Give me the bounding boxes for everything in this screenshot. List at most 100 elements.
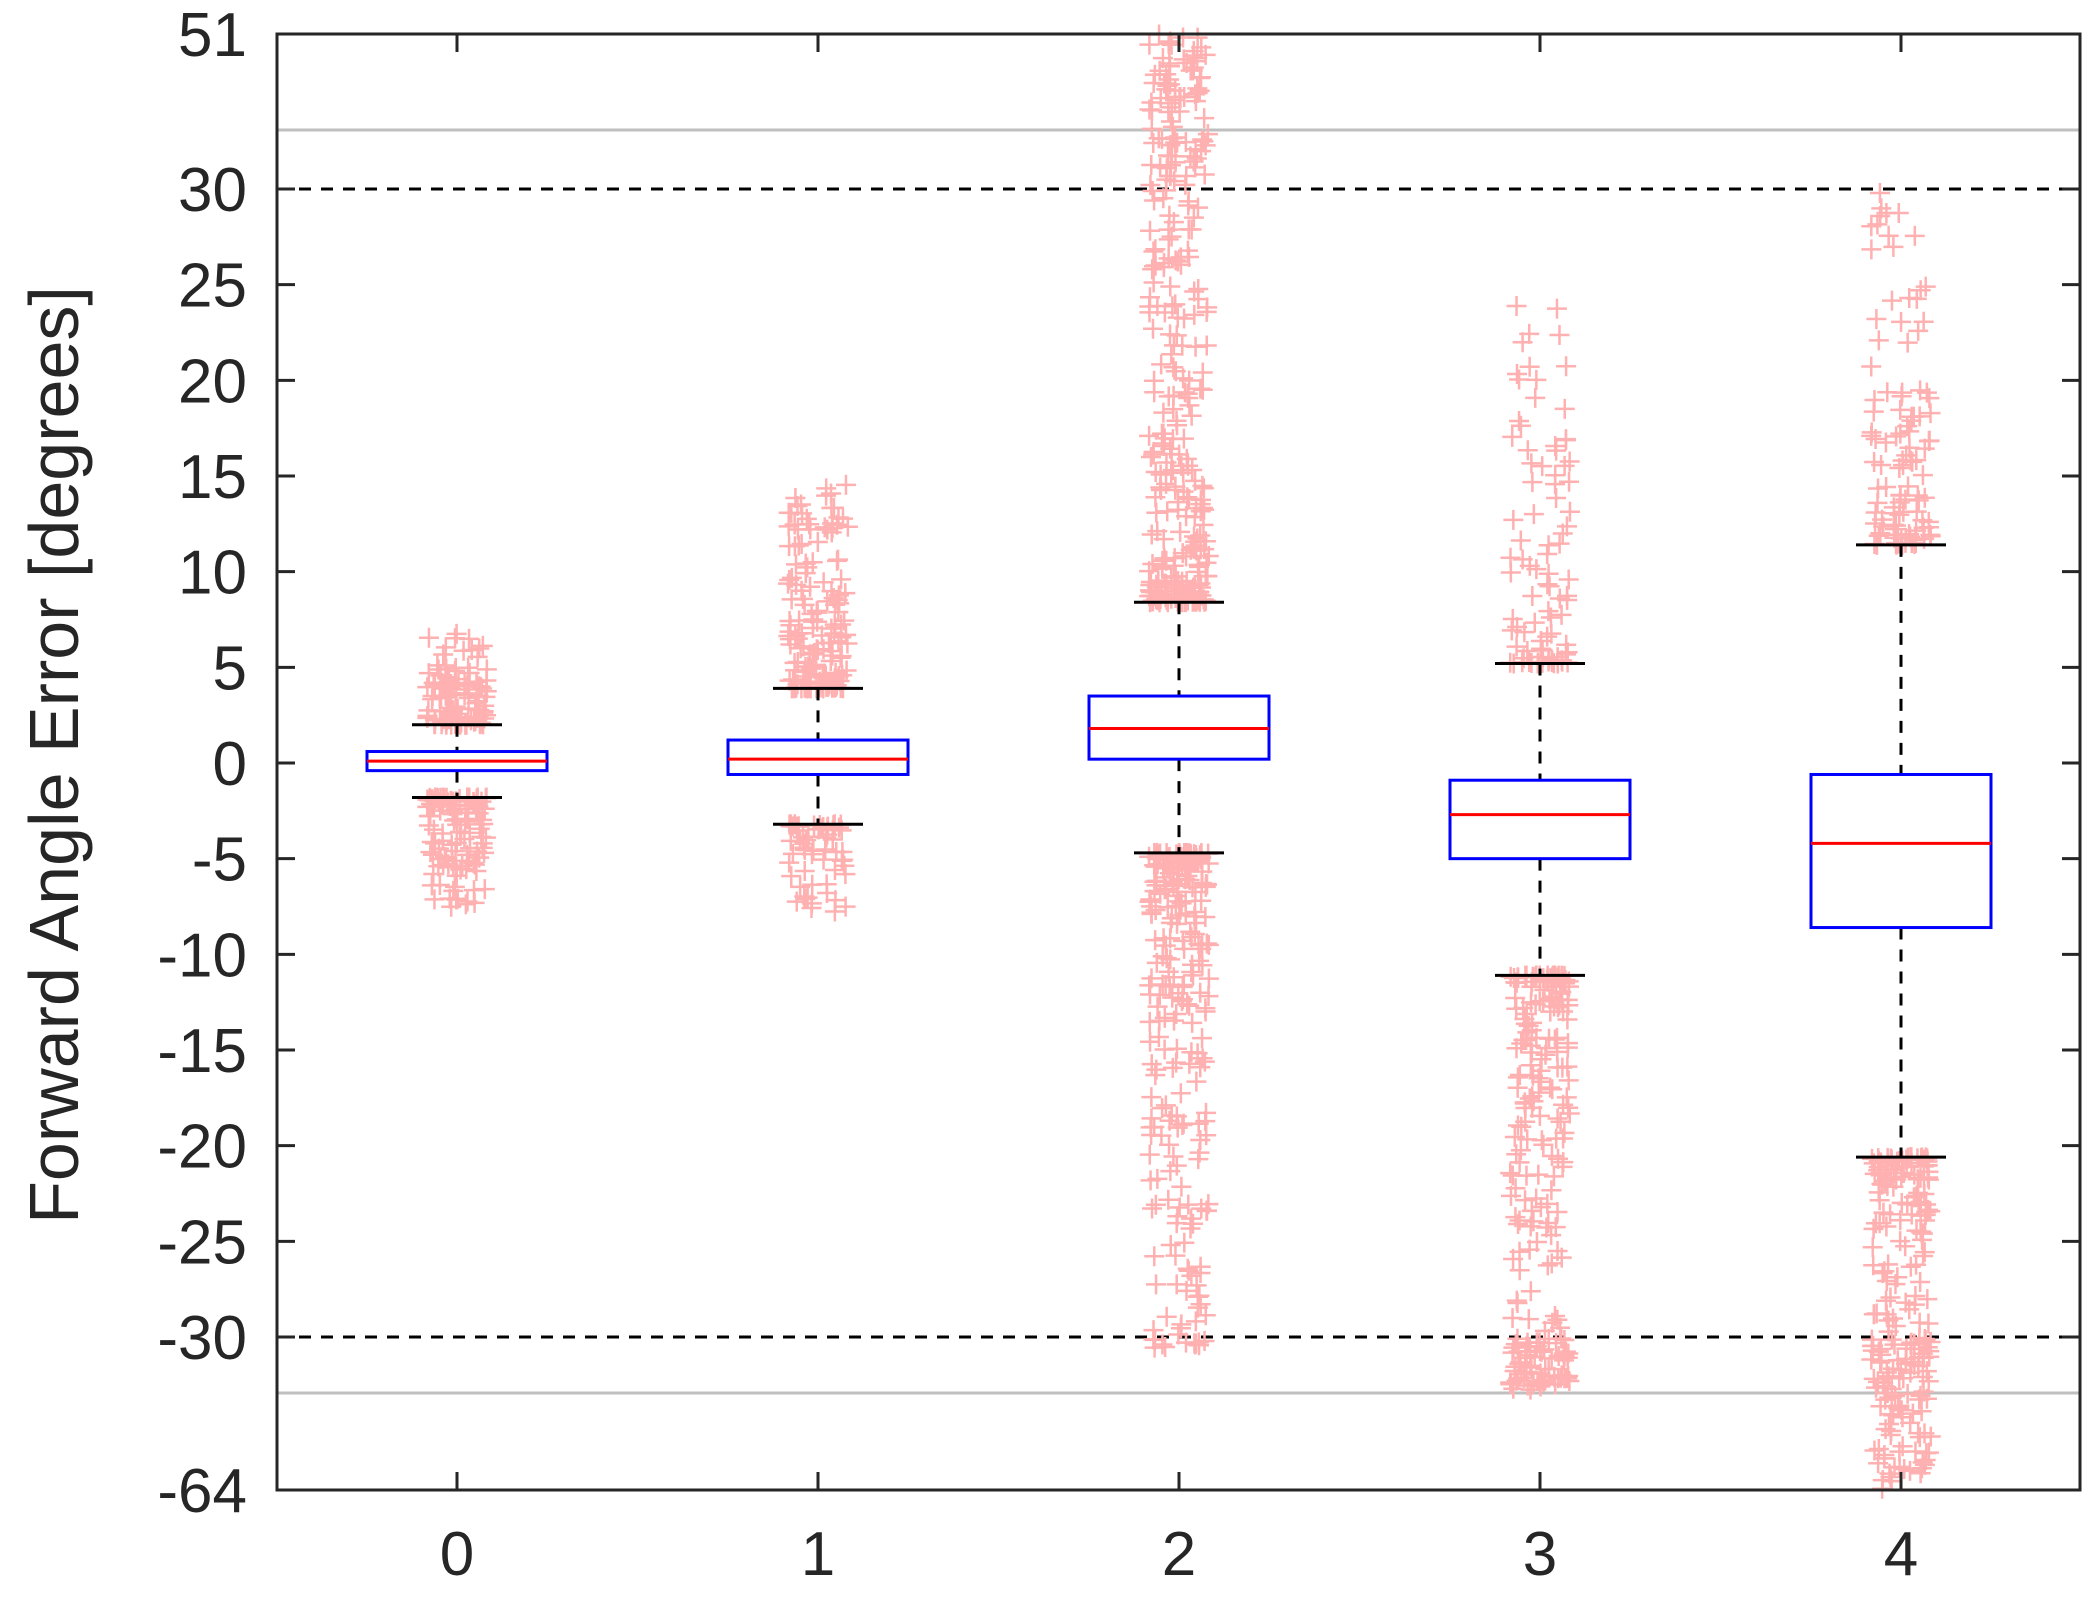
y-tick-label: 10 xyxy=(178,539,247,608)
outlier-marker xyxy=(1152,1098,1173,1119)
outlier-marker xyxy=(796,830,817,851)
outlier-marker xyxy=(1195,1111,1216,1132)
outlier-marker xyxy=(1179,582,1200,603)
outlier-marker xyxy=(1870,1352,1891,1373)
outlier-marker xyxy=(1190,1057,1211,1078)
outlier-marker xyxy=(1171,1314,1192,1335)
outlier-marker xyxy=(1161,462,1182,483)
reference-lines xyxy=(277,128,2080,1395)
outlier-marker xyxy=(1887,1151,1908,1172)
outlier-marker xyxy=(1141,902,1162,923)
outlier-marker xyxy=(1180,1218,1201,1239)
outlier-marker xyxy=(1160,324,1181,345)
outlier-marker xyxy=(1185,91,1206,112)
outlier-marker xyxy=(439,701,460,722)
outlier-marker xyxy=(418,663,439,684)
outlier-marker xyxy=(1541,623,1562,644)
outlier-marker xyxy=(1157,75,1178,96)
outlier-marker xyxy=(1182,459,1203,480)
x-tick-labels: 0 1 2 3 4 xyxy=(440,1520,1918,1589)
y-tick-label: -15 xyxy=(157,1017,247,1086)
outlier-marker xyxy=(1139,425,1160,446)
outlier-marker xyxy=(1165,1245,1186,1266)
outlier-marker xyxy=(1181,219,1202,240)
outlier-marker xyxy=(1876,1216,1897,1237)
outlier-marker xyxy=(1503,509,1524,530)
outlier-marker xyxy=(807,531,828,552)
outlier-marker xyxy=(821,522,842,543)
outlier-marker xyxy=(1546,1128,1567,1149)
outlier-marker xyxy=(1173,1113,1194,1134)
outlier-marker xyxy=(1507,617,1528,638)
outlier-marker xyxy=(1919,430,1940,451)
outlier-marker xyxy=(1173,49,1194,70)
outlier-marker xyxy=(1198,986,1219,1007)
outlier-marker xyxy=(1142,1198,1163,1219)
outlier-marker xyxy=(1192,362,1213,383)
outlier-marker xyxy=(828,549,849,570)
outlier-marker xyxy=(1910,1463,1931,1484)
outlier-marker xyxy=(1883,236,1904,257)
outlier-marker xyxy=(1917,1289,1938,1310)
outlier-marker xyxy=(1542,1079,1563,1100)
outlier-marker xyxy=(1188,933,1209,954)
outlier-marker xyxy=(815,839,836,860)
y-tick-label: -30 xyxy=(157,1304,247,1373)
outlier-marker xyxy=(1179,370,1200,391)
outlier-marker xyxy=(1178,195,1199,216)
outlier-marker xyxy=(443,700,464,721)
outlier-marker xyxy=(1181,1042,1202,1063)
outlier-marker xyxy=(446,623,467,644)
outlier-marker xyxy=(1912,465,1933,486)
outlier-marker xyxy=(1516,1165,1537,1186)
outlier-marker xyxy=(1167,307,1188,328)
outlier-marker xyxy=(1539,988,1560,1009)
outlier-marker xyxy=(1178,847,1199,868)
outlier-marker xyxy=(1898,476,1919,497)
outlier-marker xyxy=(1868,525,1889,546)
outlier-marker xyxy=(1912,1223,1933,1244)
outlier-marker xyxy=(1526,369,1547,390)
outlier-marker xyxy=(1168,983,1189,1004)
outlier-marker xyxy=(1143,1329,1164,1350)
outlier-marker xyxy=(1528,1082,1549,1103)
outlier-marker xyxy=(472,635,493,656)
outlier-marker xyxy=(1502,426,1523,447)
outlier-marker xyxy=(1162,871,1183,892)
outlier-marker xyxy=(1865,1377,1886,1398)
outlier-marker xyxy=(1184,526,1204,547)
y-tick-label: -64 xyxy=(157,1457,247,1526)
outlier-marker xyxy=(1190,489,1211,510)
outlier-marker xyxy=(828,585,849,606)
outlier-marker xyxy=(1187,27,1208,48)
outlier-marker xyxy=(1891,311,1912,332)
outlier-marker xyxy=(816,478,837,499)
outlier-marker xyxy=(1559,471,1580,492)
outlier-marker xyxy=(1158,33,1179,54)
outlier-marker xyxy=(817,883,838,904)
outlier-marker xyxy=(1909,1427,1930,1448)
outlier-marker xyxy=(1907,1169,1928,1190)
outlier-marker xyxy=(1538,1328,1559,1349)
y-tick-label: -5 xyxy=(192,826,247,895)
outlier-marker xyxy=(1868,1157,1889,1178)
outlier-marker xyxy=(1523,1373,1544,1394)
outlier-marker xyxy=(1519,356,1540,377)
outlier-marker xyxy=(1145,1194,1166,1215)
outlier-marker xyxy=(1187,197,1208,218)
outlier-marker xyxy=(1155,1095,1176,1116)
outlier-marker xyxy=(1161,226,1182,247)
outlier-marker xyxy=(1167,1206,1188,1227)
outlier-marker xyxy=(1153,436,1174,457)
outlier-marker xyxy=(1534,1339,1555,1360)
outlier-marker xyxy=(1884,519,1905,540)
outlier-marker xyxy=(470,676,491,697)
outlier-marker xyxy=(1165,587,1186,608)
outlier-marker xyxy=(1502,608,1523,629)
outlier-marker xyxy=(1910,1205,1931,1226)
outlier-marker xyxy=(1524,612,1545,633)
outlier-marker xyxy=(1160,276,1181,297)
outlier-marker xyxy=(794,861,815,882)
outlier-marker xyxy=(1870,523,1891,544)
outlier-marker xyxy=(1889,492,1910,513)
